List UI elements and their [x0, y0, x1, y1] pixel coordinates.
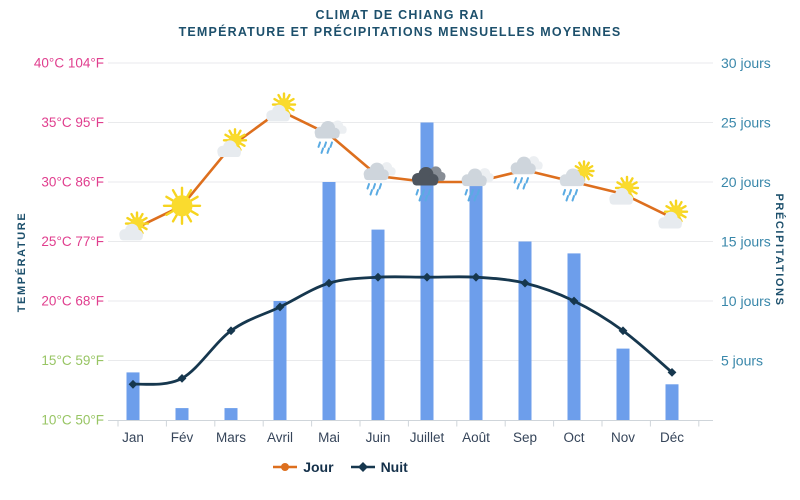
weather-partly-sunny-icon-Déc [658, 199, 689, 229]
precip-bar-Nov[interactable] [616, 348, 630, 420]
precip-bar-Oct[interactable] [567, 253, 581, 420]
precip-bar-Août[interactable] [469, 182, 483, 420]
chart-subtitle: TEMPÉRATURE ET PRÉCIPITATIONS MENSUELLES… [178, 25, 622, 39]
month-label-Nov: Nov [611, 430, 635, 445]
month-label-Déc: Déc [660, 430, 684, 445]
weather-sunny-icon-Fév [162, 186, 202, 226]
legend-label-nuit: Nuit [380, 459, 408, 475]
temp-tick-label: 10°C 50°F [41, 413, 104, 428]
month-label-Jan: Jan [122, 430, 144, 445]
nuit-point-Sep[interactable] [520, 278, 530, 288]
weather-rain-sun-icon-Oct [559, 160, 595, 202]
precip-bar-Mai[interactable] [322, 182, 336, 420]
month-label-Août: Août [462, 430, 490, 445]
weather-partly-sunny-icon-Jan [119, 211, 150, 241]
temp-tick-label: 30°C 86°F [41, 175, 104, 190]
weather-partly-sunny-icon-Nov [609, 175, 640, 205]
precip-bar-Déc[interactable] [665, 384, 679, 420]
nuit-point-Mai[interactable] [324, 278, 334, 288]
month-label-Juin: Juin [366, 430, 391, 445]
weather-rainy-icon-Août [461, 168, 494, 202]
precip-bar-Sep[interactable] [518, 241, 532, 421]
month-label-Fév: Fév [171, 430, 194, 445]
month-label-Avril: Avril [267, 430, 293, 445]
nuit-point-Nov[interactable] [618, 326, 628, 336]
precip-tick-label: 25 jours [721, 115, 771, 131]
month-label-Oct: Oct [563, 430, 584, 445]
nuit-line-marker-icon [350, 462, 375, 472]
precip-bar-Fév[interactable] [175, 408, 189, 420]
nuit-point-Oct[interactable] [569, 296, 579, 306]
precip-tick-label: 15 jours [721, 234, 771, 250]
weather-rainy-icon-Juin [363, 162, 396, 196]
title-block: CLIMAT DE CHIANG RAI TEMPÉRATURE ET PRÉC… [0, 7, 800, 41]
month-label-Mars: Mars [216, 430, 246, 445]
weather-partly-sunny-icon-Avril [266, 92, 297, 122]
precip-bar-Juillet[interactable] [420, 122, 434, 421]
legend-label-jour: Jour [303, 459, 334, 475]
nuit-line [132, 275, 673, 386]
weather-rainy-dark-icon-Juillet [412, 166, 446, 202]
precip-bar-Juin[interactable] [371, 229, 385, 420]
weather-partly-sunny-icon-Mars [217, 128, 248, 158]
precip-tick-label: 10 jours [721, 293, 771, 309]
weather-rainy-icon-Mai [314, 120, 347, 154]
jour-line-marker-icon [273, 463, 298, 471]
chart-title: CLIMAT DE CHIANG RAI [315, 8, 485, 22]
temp-tick-label: 15°C 59°F [41, 353, 104, 368]
weather-rainy-icon-Sep [510, 156, 543, 190]
month-label-Juillet: Juillet [410, 430, 445, 445]
precip-tick-label: 20 jours [721, 174, 771, 190]
temp-tick-label: 25°C 77°F [41, 234, 104, 249]
precip-bar-Mars[interactable] [224, 408, 238, 420]
precip-bar-Jan[interactable] [126, 372, 140, 420]
legend-item-nuit[interactable]: Nuit [350, 459, 408, 475]
legend: Jour Nuit [0, 459, 680, 475]
temp-tick-label: 40°C 104°F [34, 56, 104, 71]
temp-tick-label: 35°C 95°F [41, 115, 104, 130]
precip-bar-Avril[interactable] [273, 301, 287, 420]
month-label-Sep: Sep [513, 430, 537, 445]
precip-tick-label: 5 jours [721, 353, 763, 369]
nuit-point-Fév[interactable] [177, 373, 187, 383]
precip-tick-label: 30 jours [721, 55, 771, 71]
month-label-Mai: Mai [318, 430, 340, 445]
temp-tick-label: 20°C 68°F [41, 294, 104, 309]
nuit-point-Déc[interactable] [667, 368, 677, 377]
legend-item-jour[interactable]: Jour [272, 459, 334, 475]
